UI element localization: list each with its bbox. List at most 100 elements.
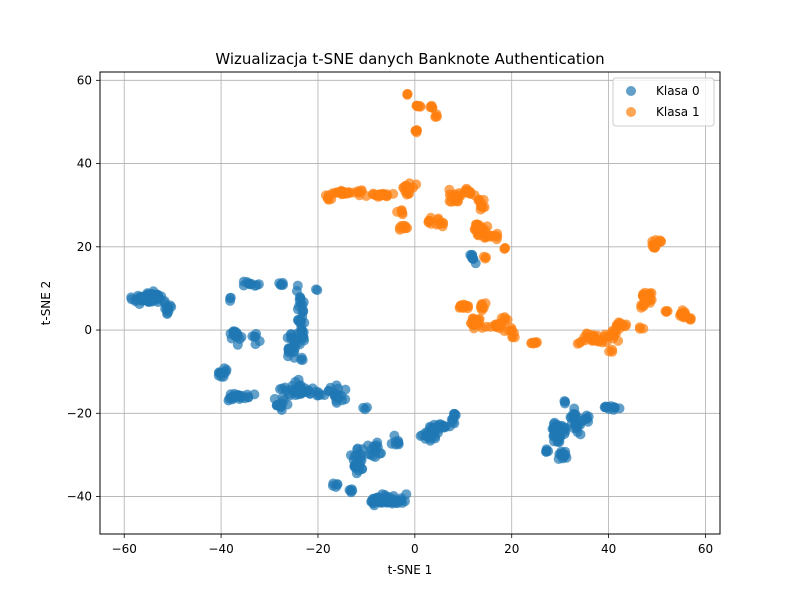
legend-label-klasa-0: Klasa 0 bbox=[656, 84, 700, 98]
y-tick-label: 60 bbox=[77, 73, 92, 87]
scatter-point bbox=[126, 294, 137, 305]
scatter-point bbox=[611, 322, 622, 333]
scatter-point bbox=[449, 418, 460, 429]
series-klasa-1 bbox=[320, 89, 696, 357]
scatter-point bbox=[499, 243, 510, 254]
scatter-point bbox=[655, 235, 665, 246]
scatter-point bbox=[370, 190, 381, 201]
scatter-point bbox=[376, 448, 386, 459]
y-axis-label: t-SNE 2 bbox=[39, 281, 53, 326]
data-points bbox=[126, 89, 696, 511]
x-tick-label: −40 bbox=[208, 542, 233, 556]
scatter-point bbox=[225, 292, 236, 303]
scatter-point bbox=[299, 335, 310, 346]
scatter-point bbox=[145, 295, 156, 306]
scatter-point bbox=[378, 494, 389, 505]
scatter-point bbox=[635, 323, 645, 334]
scatter-point bbox=[636, 300, 647, 311]
scatter-point bbox=[294, 295, 305, 306]
scatter-point bbox=[313, 390, 324, 401]
scatter-point bbox=[297, 355, 308, 365]
x-tick-label: 20 bbox=[504, 542, 519, 556]
scatter-point bbox=[250, 331, 261, 342]
scatter-point bbox=[325, 382, 336, 393]
legend-box bbox=[612, 77, 715, 127]
legend-marker-klasa-1 bbox=[626, 107, 636, 117]
scatter-point bbox=[245, 279, 256, 290]
scatter-point bbox=[352, 457, 363, 467]
scatter-point bbox=[393, 436, 404, 446]
scatter-point bbox=[323, 190, 334, 201]
scatter-point bbox=[576, 413, 586, 424]
legend: Klasa 0 Klasa 1 bbox=[612, 77, 715, 127]
scatter-point bbox=[276, 279, 287, 290]
axis-ticks: −60 −40 −20 0 20 40 60 −40 −20 0 20 40 60 bbox=[67, 73, 713, 556]
scatter-point bbox=[500, 313, 511, 324]
scatter-point bbox=[607, 344, 618, 355]
scatter-point bbox=[311, 284, 321, 295]
scatter-point bbox=[422, 431, 433, 442]
scatter-point bbox=[283, 347, 294, 358]
scatter-point bbox=[292, 328, 303, 339]
y-tick-label: −20 bbox=[67, 406, 92, 420]
scatter-point bbox=[647, 236, 658, 247]
scatter-point bbox=[346, 484, 357, 495]
scatter-point bbox=[353, 465, 364, 476]
scatter-point bbox=[465, 189, 476, 199]
scatter-point bbox=[343, 187, 354, 198]
scatter-point bbox=[295, 380, 306, 391]
y-tick-label: 0 bbox=[84, 323, 92, 337]
scatter-point bbox=[405, 183, 415, 194]
scatter-point bbox=[637, 291, 648, 302]
scatter-point bbox=[684, 313, 695, 324]
plot-frame bbox=[99, 71, 721, 535]
scatter-point bbox=[235, 391, 246, 402]
scatter-point bbox=[396, 205, 407, 216]
scatter-point bbox=[217, 367, 228, 378]
x-tick-label: −60 bbox=[112, 542, 137, 556]
scatter-point bbox=[583, 333, 594, 344]
scatter-point bbox=[485, 231, 496, 242]
series-klasa-0 bbox=[126, 249, 625, 511]
scatter-point bbox=[367, 451, 378, 461]
scatter-point bbox=[423, 216, 434, 227]
chart-title: Wizualizacja t-SNE danych Banknote Authe… bbox=[215, 50, 604, 68]
scatter-point bbox=[541, 446, 551, 457]
scatter-point bbox=[362, 402, 372, 413]
legend-label-klasa-1: Klasa 1 bbox=[656, 105, 700, 119]
scatter-point bbox=[340, 384, 351, 395]
scatter-point bbox=[431, 109, 442, 120]
scatter-point bbox=[271, 400, 282, 411]
scatter-point bbox=[476, 303, 486, 313]
scatter-point bbox=[402, 89, 413, 100]
scatter-point bbox=[400, 221, 411, 232]
x-axis-label: t-SNE 1 bbox=[388, 563, 433, 577]
scatter-point bbox=[154, 293, 165, 303]
x-tick-label: 40 bbox=[601, 542, 616, 556]
scatter-point bbox=[412, 101, 423, 112]
scatter-point bbox=[480, 253, 491, 264]
scatter-point bbox=[467, 319, 478, 330]
scatter-point bbox=[604, 404, 614, 415]
scatter-point bbox=[454, 302, 465, 313]
legend-marker-klasa-0 bbox=[626, 86, 636, 96]
y-tick-label: 40 bbox=[77, 157, 92, 171]
scatter-point bbox=[295, 315, 306, 326]
scatter-point bbox=[473, 219, 484, 230]
scatter-point bbox=[372, 437, 383, 448]
scatter-point bbox=[558, 450, 569, 461]
y-tick-label: 20 bbox=[77, 240, 92, 254]
scatter-point bbox=[559, 398, 570, 409]
scatter-point bbox=[292, 280, 303, 291]
scatter-point bbox=[411, 125, 422, 136]
scatter-point bbox=[382, 190, 393, 201]
scatter-point bbox=[277, 383, 288, 394]
scatter-point bbox=[572, 427, 583, 438]
scatter-point bbox=[332, 479, 343, 490]
scatter-point bbox=[476, 198, 487, 209]
scatter-point bbox=[361, 191, 372, 201]
scatter-point bbox=[329, 390, 340, 401]
scatter-point bbox=[528, 338, 539, 349]
scatter-point bbox=[434, 218, 445, 229]
